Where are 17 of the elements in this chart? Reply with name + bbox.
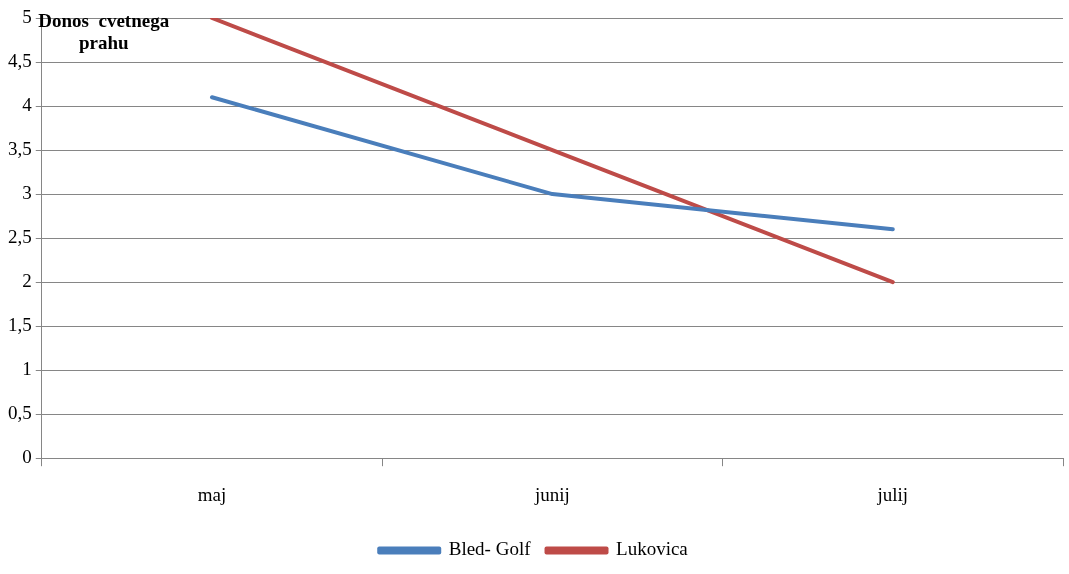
y-tick-label: 2,5 [8, 226, 32, 248]
y-tick-label: 4 [22, 94, 33, 116]
y-tick-label: 4,5 [8, 50, 32, 71]
legend-label: Lukovica [616, 538, 689, 560]
legend-label: Bled- Golf [448, 538, 532, 560]
y-tick-label: 0,5 [8, 402, 32, 424]
y-tick-label: 3,5 [8, 138, 32, 160]
y-tick-label: 3 [22, 182, 32, 204]
y-tick-label: 5 [22, 5, 32, 27]
y-tick-label: 1,5 [8, 314, 32, 336]
chart-title: Donos cvetnega prahu [38, 10, 170, 54]
y-tick-label: 2 [22, 270, 32, 292]
x-tick-label: julij [876, 483, 909, 505]
y-tick-label: 1 [22, 358, 32, 380]
x-tick-label: junij [533, 483, 570, 505]
x-tick-label: maj [197, 483, 227, 505]
y-tick-label: 0 [22, 446, 32, 468]
